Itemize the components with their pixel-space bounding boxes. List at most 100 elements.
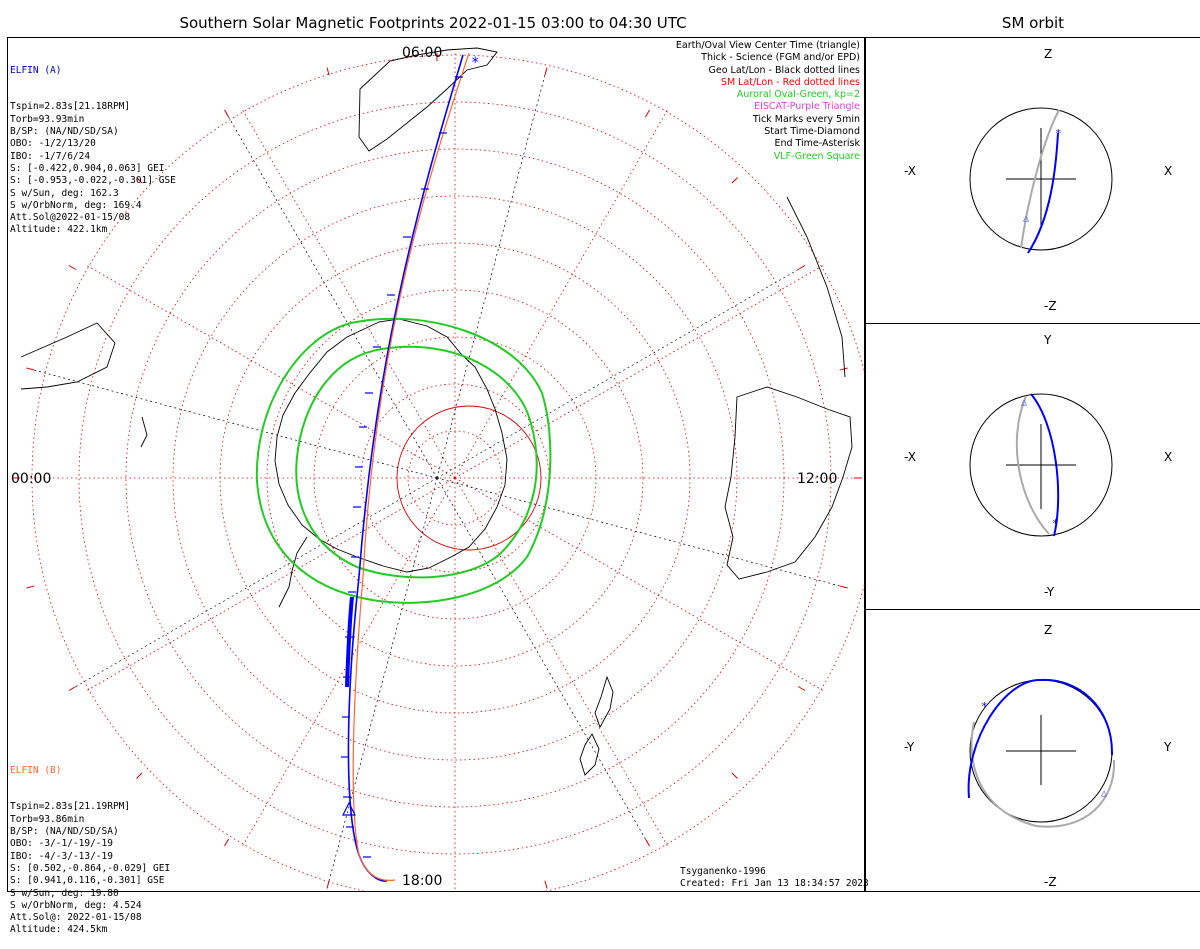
mlt-tick <box>731 177 738 184</box>
africa-coast <box>20 322 116 390</box>
sm-lon-line <box>454 477 668 847</box>
mlt-label-bottom: 18:00 <box>402 873 442 889</box>
south-america-coast <box>358 47 498 152</box>
elfin-a-params: Tspin=2.83s[21.18RPM] Torb=93.93min B/SP: … <box>10 101 176 236</box>
indian-ocean-island <box>140 416 148 448</box>
new-zealand-coast <box>579 675 614 776</box>
elfin-a-info: ELFIN (A) Tspin=2.83s[21.18RPM] Torb=93.9… <box>10 40 176 249</box>
mlt-label-top: 06:00 <box>402 45 442 61</box>
sm-yz-left-label: -Y <box>904 740 915 754</box>
australia-coast <box>724 386 853 580</box>
elfin-a-track <box>347 54 464 882</box>
sm-lon-line <box>454 265 824 479</box>
footprint-map: * 06:00 00:00 12:00 18:00 <box>11 45 865 892</box>
legend-entry: Earth/Oval View Center Time (triangle) <box>675 40 860 51</box>
view-center-triangle <box>342 801 356 816</box>
sm-lat-circle <box>266 289 644 667</box>
auroral-ovals <box>255 317 552 604</box>
sm-xz-center-marker: △ <box>1023 213 1029 224</box>
elfin-b-param-line: IBO: -4/-3/-13/-19 <box>10 850 113 862</box>
elfin-a-param-line: B/SP: (NA/ND/SD/SA) <box>10 126 119 138</box>
footprint-tracks: * <box>341 52 479 882</box>
mlt-tick <box>26 585 35 589</box>
mlt-tick <box>68 265 77 270</box>
elfin-a-param-line: Torb=93.93min <box>10 113 85 125</box>
created-timestamp: Created: Fri Jan 13 18:34:57 2023 <box>680 878 869 889</box>
elfin-a-param-line: S w/OrbNorm, deg: 169.4 <box>10 199 142 211</box>
sm-xy-orbit-a <box>1030 393 1060 537</box>
sm-xy-end-marker: * <box>1052 517 1059 530</box>
geo-lon-line <box>326 477 438 889</box>
mlt-tick <box>645 109 650 118</box>
elfin-a-param-line: S: [-0.422,0.904,0.063] GEI <box>10 162 165 174</box>
sm-xy-left-label: -X <box>904 450 916 464</box>
sm-lon-line <box>454 109 668 479</box>
sm-orbit-xy-plot: Y -Y -X X * △ <box>904 333 1172 599</box>
mlt-tick <box>224 838 229 847</box>
elfin-a-param-line: S: [-0.953,-0.022,-0.301] GSE <box>10 175 176 187</box>
mlt-tick <box>326 67 330 76</box>
geo-lon-line <box>436 67 548 479</box>
mlt-label-right: 12:00 <box>797 471 837 487</box>
sm-xz-bottom-label: -Z <box>1044 299 1057 313</box>
legend-entry: Auroral Oval-Green, kp=2 <box>736 89 860 101</box>
sm-yz-top-label: Z <box>1044 623 1052 637</box>
elfin-a-param-line: Altitude: 422.1km <box>10 224 108 236</box>
mlt-tick <box>839 367 848 371</box>
sm-lon-line <box>454 477 824 691</box>
sm-yz-center-marker: △ <box>1101 788 1107 799</box>
sm-orbit-yz-panel: Z -Z -Y Y * △ <box>865 609 1200 892</box>
sm-orbit-xz-panel: Z -Z -X X * △ <box>865 37 1200 324</box>
sm-yz-orbit-b <box>970 721 1116 828</box>
model-name: Tsyganenko-1996 <box>680 866 766 877</box>
geo-lon-line <box>436 477 848 589</box>
asia-coast <box>786 196 846 378</box>
sm-xz-orbit-a <box>1027 132 1059 254</box>
elfin-b-param-line: S w/Sun, deg: 19.80 <box>10 887 119 899</box>
mlt-tick <box>731 772 738 779</box>
elfin-b-name: ELFIN (B) <box>10 764 62 776</box>
elfin-b-param-line: B/SP: (NA/ND/SD/SA) <box>10 826 119 838</box>
credit-block: Tsyganenko-1996 Created: Fri Jan 13 18:34… <box>680 866 869 890</box>
legend: Earth/Oval View Center Time (triangle) Th… <box>676 40 860 163</box>
sm-lon-line <box>86 477 456 691</box>
legend-entry: SM Lat/Lon - Red dotted lines <box>720 76 860 88</box>
coastlines <box>20 47 853 776</box>
sm-lat-circle <box>407 430 503 526</box>
end-asterisk: * <box>471 55 479 71</box>
elfin-b-param-line: Att.Sol@: 2022-01-15/08 <box>10 912 142 924</box>
elfin-a-param-line: S w/Sun, deg: 162.3 <box>10 187 119 199</box>
sm-xy-top-label: Y <box>1043 333 1052 347</box>
geo-lon-line <box>436 477 650 847</box>
legend-entry: VLF-Green Square <box>773 150 860 162</box>
legend-entry: Tick Marks every 5min <box>752 113 860 125</box>
elfin-b-params: Tspin=2.83s[21.19RPM] Torb=93.86min B/SP: … <box>10 801 170 936</box>
sm-lon-line <box>86 265 456 479</box>
sm-xz-top-label: Z <box>1044 47 1052 61</box>
geo-lon-line <box>436 265 806 479</box>
elfin-b-info: ELFIN (B) Tspin=2.83s[21.19RPM] Torb=93.8… <box>10 740 170 949</box>
sm-xy-right-label: X <box>1164 450 1172 464</box>
elfin-a-param-line: Att.Sol@2022-01-15/08 <box>10 212 131 224</box>
sm-yz-right-label: Y <box>1163 740 1172 754</box>
sm-xy-axes <box>969 393 1113 537</box>
mlt-tick <box>68 686 77 691</box>
mlt-label-left: 00:00 <box>11 471 51 487</box>
footprint-map-frame <box>7 37 865 892</box>
mlt-tick <box>224 109 229 118</box>
sm-yz-bottom-label: -Z <box>1044 875 1057 889</box>
sm-lon-line <box>242 109 456 479</box>
sm-xz-axes <box>969 107 1113 251</box>
elfin-b-param-line: S: [0.941,0.116,-0.301] GSE <box>10 875 165 887</box>
antarctic-peninsula <box>278 536 308 608</box>
auroral-oval-outer <box>255 317 552 604</box>
geo-latlon-grid <box>12 53 862 889</box>
sm-xy-center-marker: △ <box>1021 397 1027 408</box>
geo-lon-line <box>26 367 438 479</box>
sm-xz-end-marker: * <box>1055 127 1062 140</box>
geo-lon-line <box>68 477 438 691</box>
mlt-tick <box>326 880 330 889</box>
auroral-oval-inner <box>295 345 538 579</box>
sm-orbit-xy-panel: Y -Y -X X * △ <box>865 323 1200 610</box>
sm-orbit-yz-plot: Z -Z -Y Y * △ <box>904 623 1172 889</box>
